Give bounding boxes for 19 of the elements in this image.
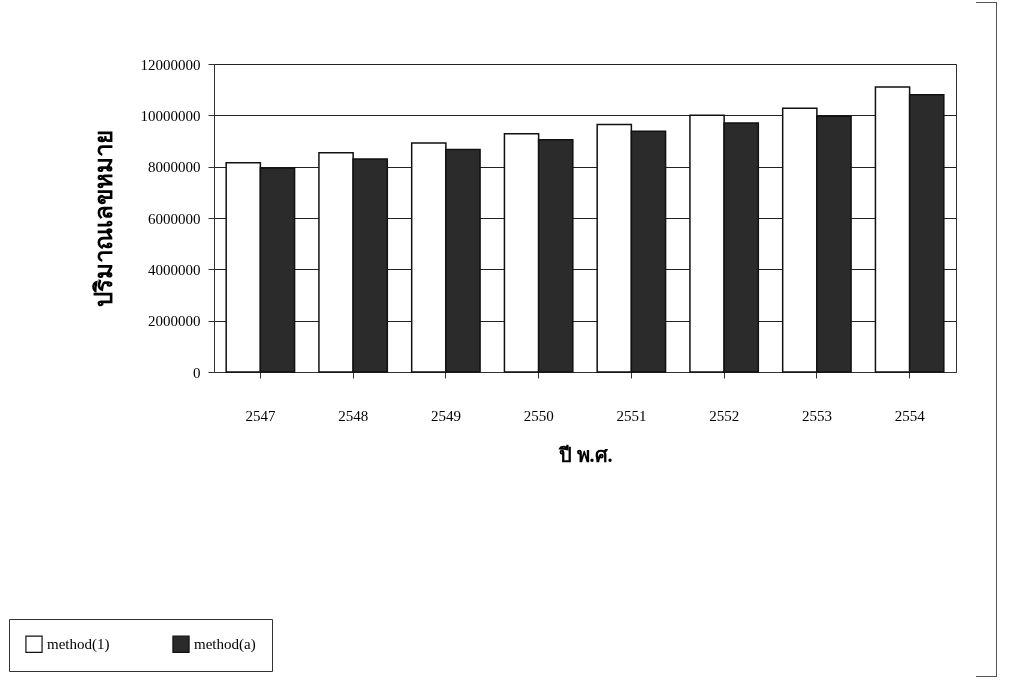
- y-axis-title: ปริมาณเลขหมาย: [90, 130, 117, 307]
- y-tick-label: 2000000: [148, 313, 201, 330]
- legend-label: method(a): [194, 636, 256, 654]
- x-tick-label: 2548: [338, 407, 369, 424]
- y-tick-label: 10000000: [140, 107, 201, 124]
- x-tick-label: 2551: [616, 407, 647, 424]
- y-tick-label: 12000000: [140, 56, 201, 73]
- x-tick-label: 2552: [709, 407, 740, 424]
- y-tick-label: 8000000: [148, 159, 201, 176]
- x-tick-label: 2554: [894, 407, 926, 424]
- x-tick-label: 2549: [430, 407, 461, 424]
- x-tick-label: 2547: [245, 407, 276, 424]
- y-tick-label: 6000000: [148, 210, 201, 227]
- x-tick-label: 2553: [801, 407, 832, 424]
- x-tick-label: 2550: [523, 407, 554, 424]
- x-axis-title: ปี พ.ศ.: [557, 443, 613, 466]
- y-tick-label: 4000000: [148, 261, 201, 278]
- legend-label: method(1): [47, 636, 110, 654]
- y-tick-label: 0: [193, 364, 201, 381]
